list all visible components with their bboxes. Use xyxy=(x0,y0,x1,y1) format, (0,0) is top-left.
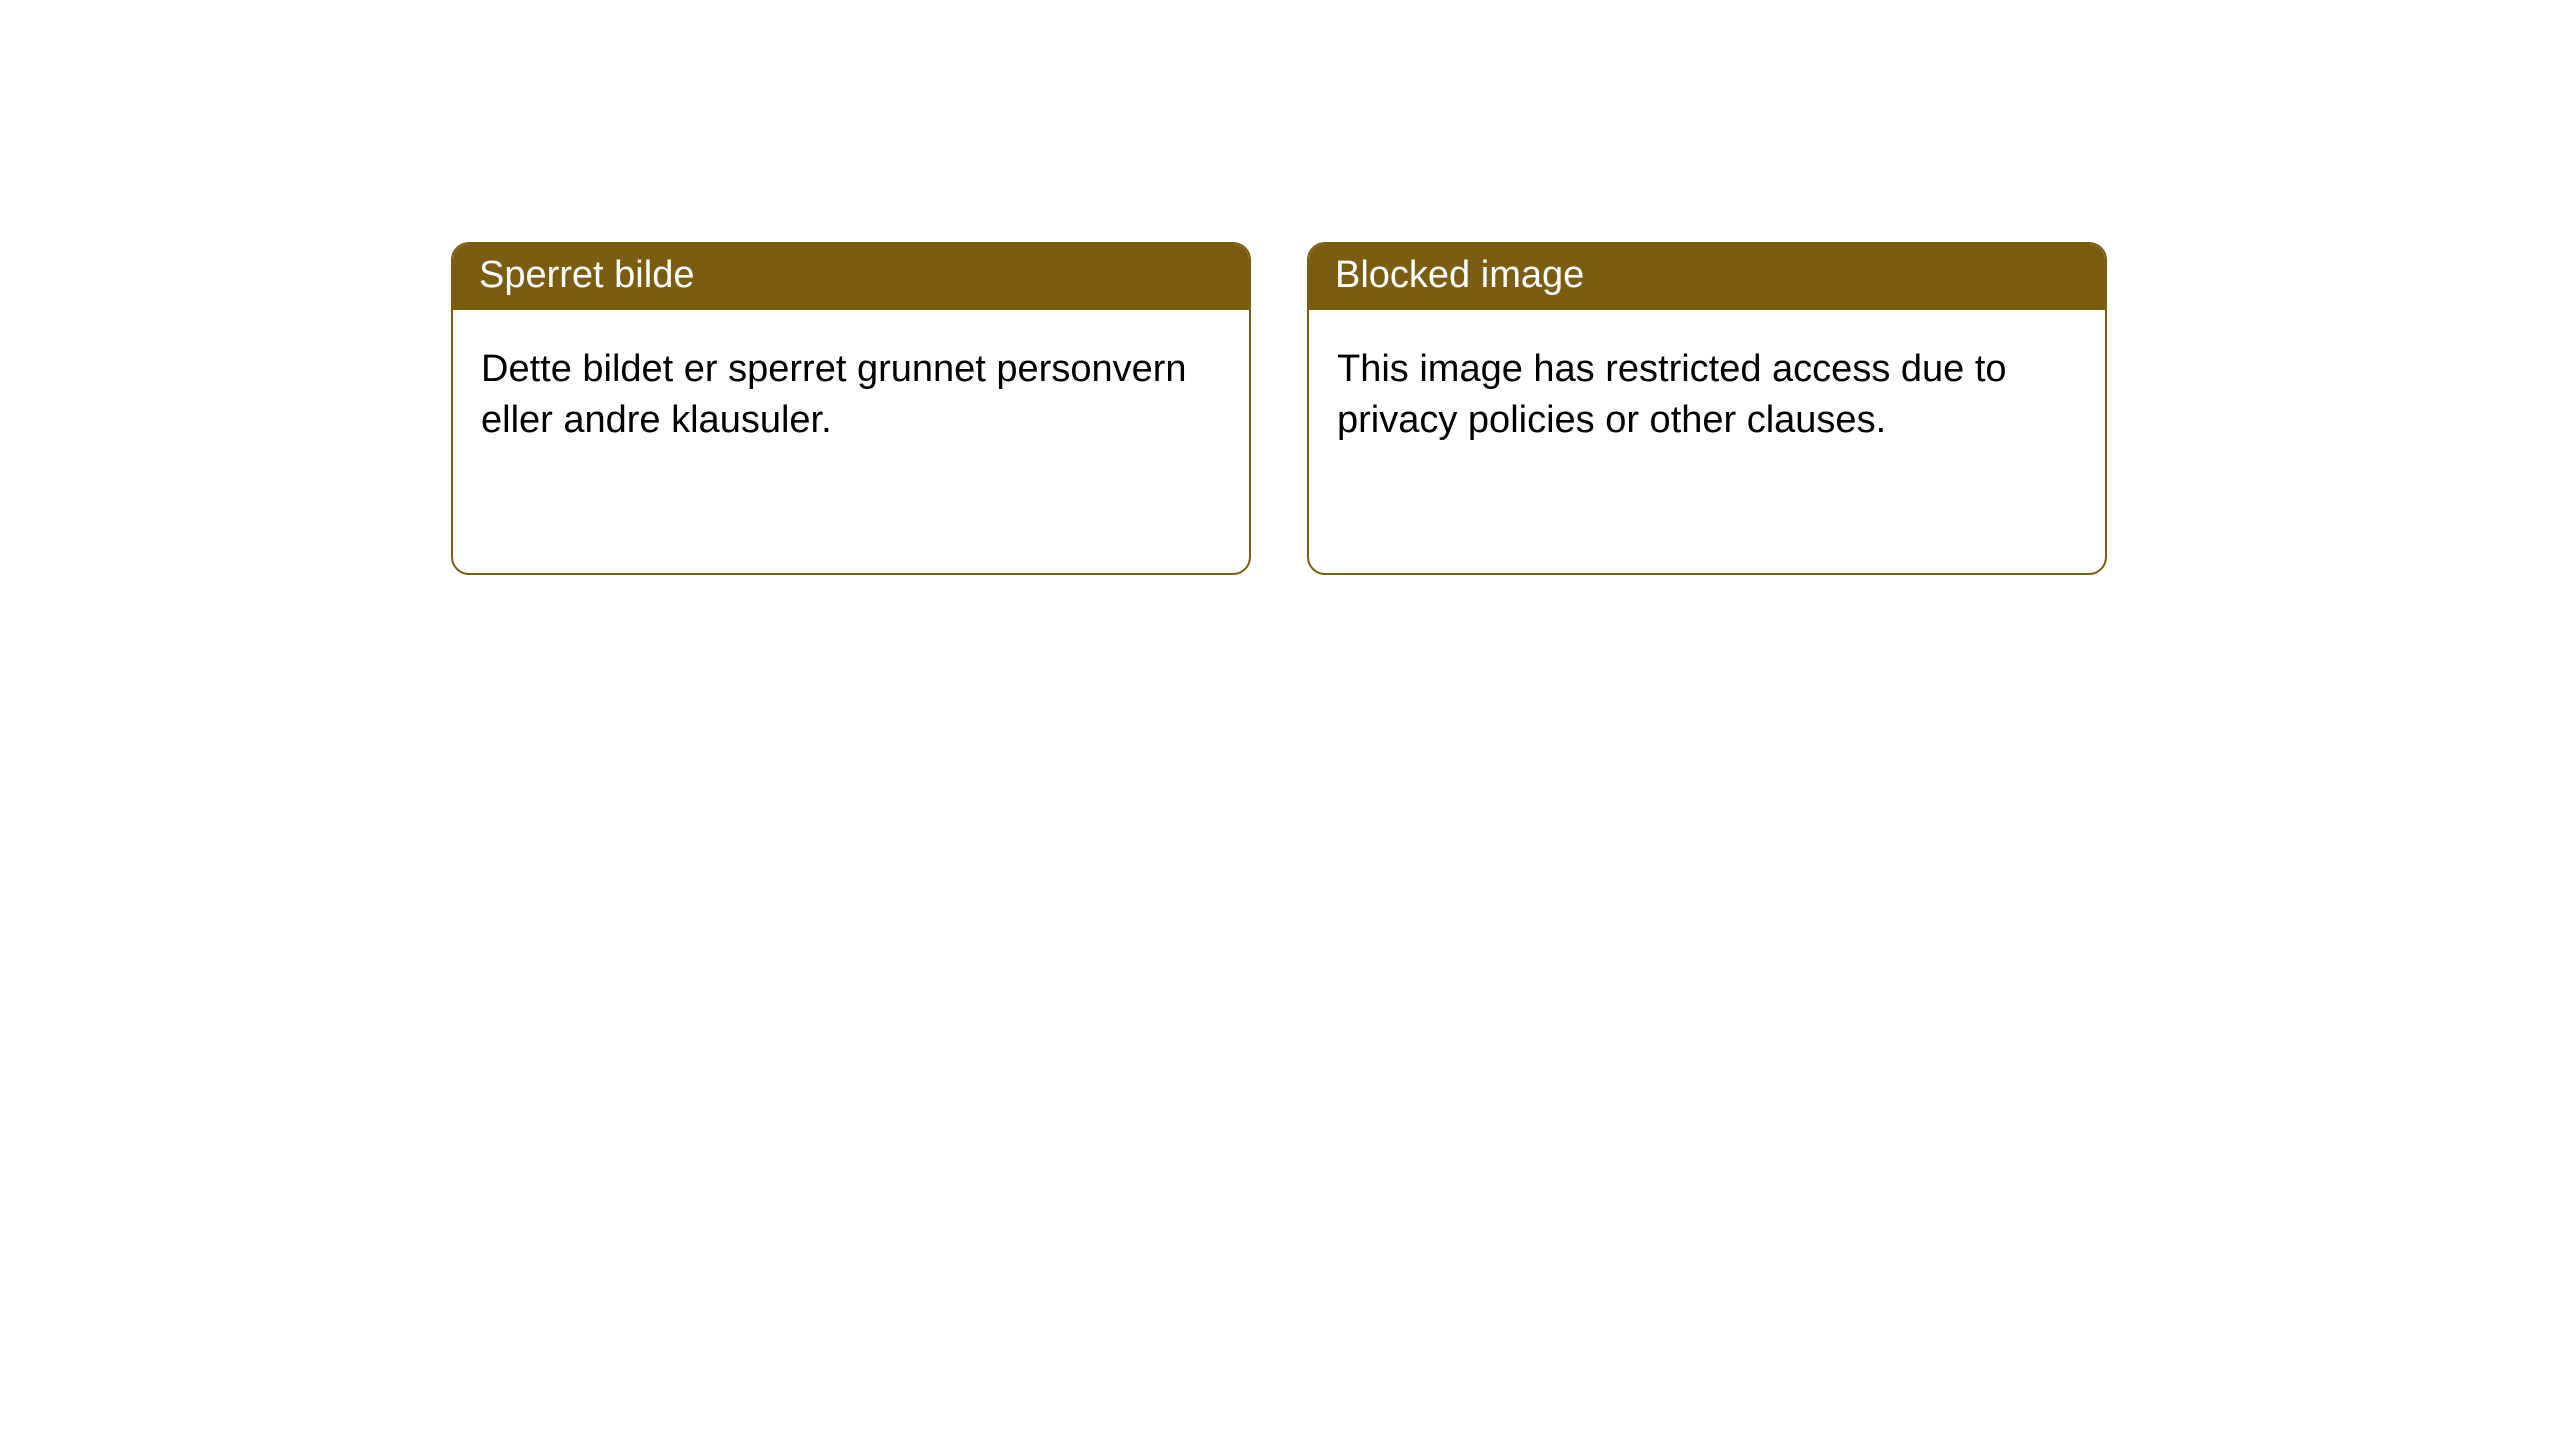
card-body-en: This image has restricted access due to … xyxy=(1309,310,2105,475)
card-header-en: Blocked image xyxy=(1309,244,2105,310)
card-title-en: Blocked image xyxy=(1335,254,1584,296)
card-message-no: Dette bildet er sperret grunnet personve… xyxy=(481,348,1187,441)
blocked-image-card-en: Blocked image This image has restricted … xyxy=(1307,242,2107,575)
card-header-no: Sperret bilde xyxy=(453,244,1249,310)
notice-container: Sperret bilde Dette bildet er sperret gr… xyxy=(0,0,2560,575)
card-body-no: Dette bildet er sperret grunnet personve… xyxy=(453,310,1249,475)
card-message-en: This image has restricted access due to … xyxy=(1337,348,2007,441)
card-title-no: Sperret bilde xyxy=(479,254,694,296)
blocked-image-card-no: Sperret bilde Dette bildet er sperret gr… xyxy=(451,242,1251,575)
